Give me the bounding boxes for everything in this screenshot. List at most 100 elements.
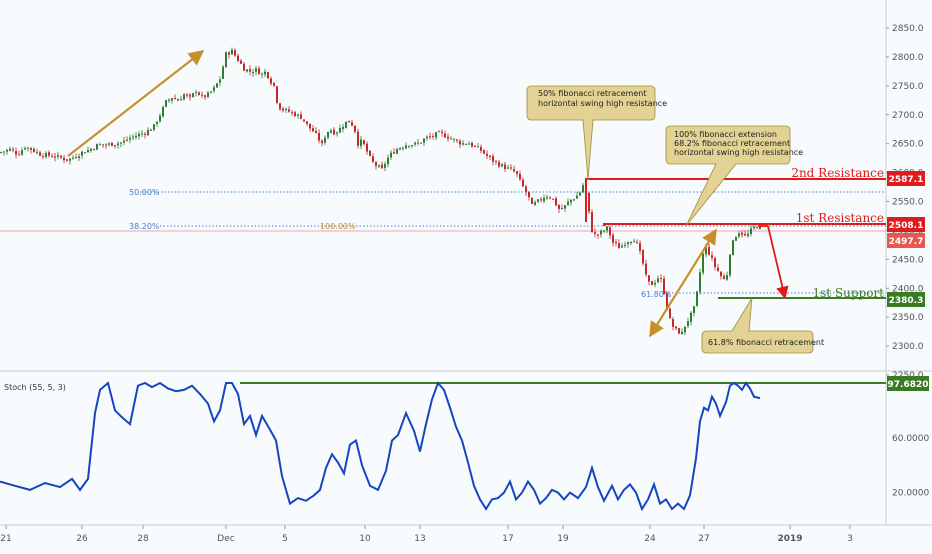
down-target-arrow <box>767 225 789 300</box>
candle <box>396 147 398 155</box>
candle <box>51 153 53 158</box>
first-resistance-tag: 2508.1 <box>887 217 925 232</box>
candle <box>570 199 572 206</box>
candle <box>309 123 311 132</box>
price-tick-label: 2550.0 <box>892 198 924 208</box>
stoch-line <box>0 381 761 512</box>
candle <box>621 242 623 248</box>
candle <box>543 194 545 204</box>
candle <box>540 197 542 203</box>
first-resistance-line[interactable] <box>603 223 886 226</box>
candle <box>234 48 236 57</box>
candle <box>153 124 155 132</box>
candle <box>240 58 242 65</box>
candle <box>537 199 539 204</box>
price-tick-label: 2400.0 <box>892 284 924 294</box>
candle <box>150 128 152 131</box>
candle <box>78 153 80 161</box>
candle <box>87 146 89 153</box>
candle <box>381 161 383 170</box>
candle <box>252 68 254 77</box>
price-tick-label: 2300.0 <box>892 342 924 352</box>
candle <box>45 151 47 159</box>
candle <box>495 160 497 165</box>
candle <box>720 271 722 280</box>
first-resistance-value: 2508.1 <box>889 221 924 231</box>
candle <box>756 226 758 229</box>
stoch-axis: 60.0000 20.0000 <box>892 434 929 499</box>
candle <box>297 113 299 119</box>
candle <box>9 146 11 152</box>
candle <box>375 160 377 170</box>
callout-fib-extension[interactable]: 100% fibonacci extension 68.2% fibonacci… <box>665 125 803 227</box>
candle <box>84 152 86 154</box>
second-resistance-line[interactable] <box>585 178 886 222</box>
candle <box>432 133 434 140</box>
candle <box>3 151 5 156</box>
candle <box>594 228 596 238</box>
candle <box>450 135 452 140</box>
callout-fib-618[interactable]: 61.8% fibonacci retracement <box>701 297 824 354</box>
candle <box>504 161 506 172</box>
candle <box>726 271 728 281</box>
candle <box>279 102 281 111</box>
candle <box>384 161 386 172</box>
candle <box>399 147 401 151</box>
candle <box>741 230 743 238</box>
first-support-value: 2380.3 <box>889 296 924 306</box>
candle <box>444 130 446 138</box>
candle <box>60 154 62 160</box>
candle <box>531 197 533 204</box>
candle <box>429 132 431 140</box>
time-tick-label: 13 <box>414 534 425 544</box>
candle <box>315 127 317 134</box>
candle <box>189 93 191 101</box>
candle <box>54 153 56 162</box>
candle <box>42 153 44 160</box>
candle <box>528 191 530 201</box>
stoch-title[interactable]: Stoch (55, 5, 3) <box>4 383 66 392</box>
candle <box>576 191 578 199</box>
stoch-tick-label: 20.0000 <box>892 489 929 499</box>
candle <box>420 142 422 144</box>
callout-fib-50[interactable]: 50% fibonacci retracement horizontal swi… <box>526 85 667 181</box>
candle <box>348 120 350 123</box>
candle <box>36 148 38 155</box>
candle <box>93 148 95 151</box>
candle <box>258 65 260 75</box>
price-tick-label: 2350.0 <box>892 313 924 323</box>
candle <box>522 177 524 188</box>
candle <box>417 138 419 146</box>
first-support-label: 1st Support <box>812 286 884 300</box>
candle <box>339 124 341 133</box>
uptrend-arrow-1 <box>67 50 205 157</box>
candle <box>204 94 206 100</box>
candle <box>177 97 179 101</box>
time-tick-label: 17 <box>502 534 513 544</box>
candle <box>255 65 257 76</box>
callout-1-line-1: 50% fibonacci retracement <box>538 89 646 98</box>
candle <box>360 135 362 149</box>
time-axis[interactable]: 21 26 28 Dec 5 10 13 17 19 24 27 2019 3 <box>0 525 853 544</box>
candle <box>243 61 245 71</box>
time-tick-label: 26 <box>76 534 88 544</box>
candle <box>168 98 170 103</box>
fib-ext-100-label: 100.00% <box>320 222 356 231</box>
time-tick-label: 2019 <box>777 534 802 544</box>
candle <box>72 155 74 160</box>
candle <box>735 235 737 242</box>
price-tick-label: 2450.0 <box>892 255 924 265</box>
candle <box>351 119 353 127</box>
candle <box>249 65 251 76</box>
candle <box>0 151 2 154</box>
candle <box>288 106 290 113</box>
candle <box>732 239 734 256</box>
candle <box>120 142 122 148</box>
candle <box>561 204 563 210</box>
candle <box>474 144 476 147</box>
candle <box>291 109 293 116</box>
candle <box>555 196 557 207</box>
candle <box>564 204 566 213</box>
